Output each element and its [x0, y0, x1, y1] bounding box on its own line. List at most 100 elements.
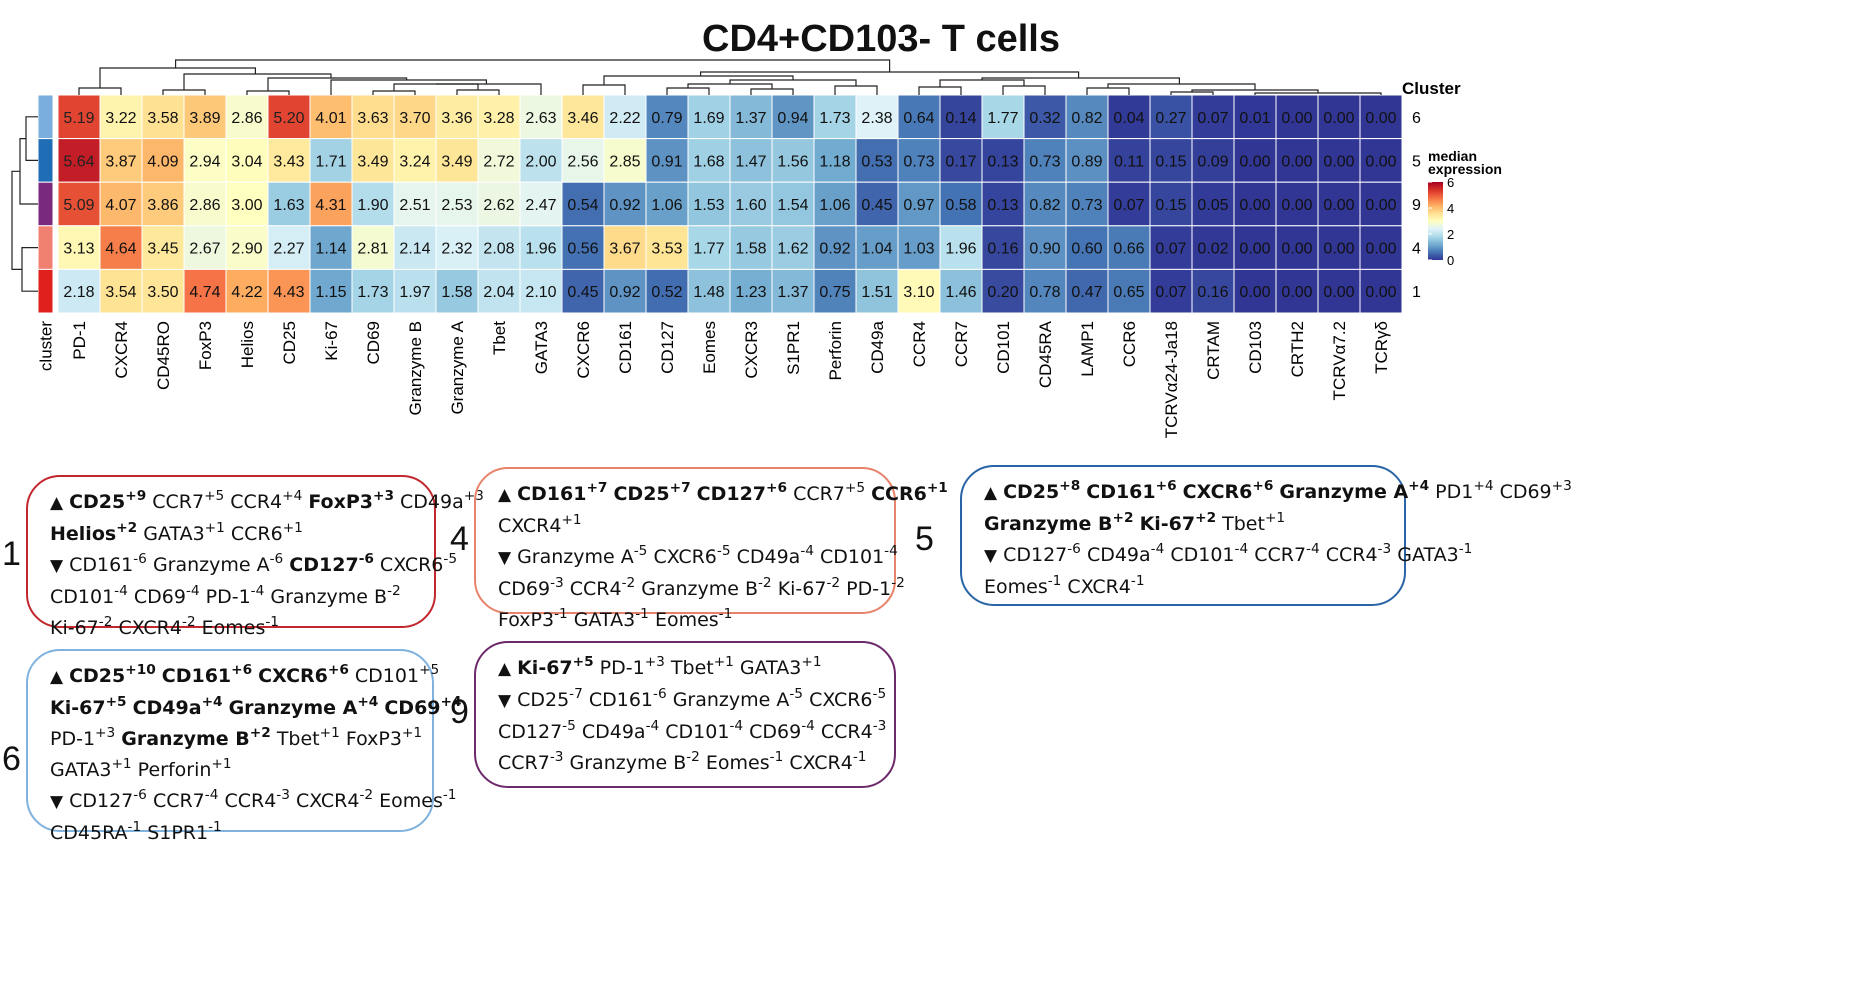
marker-score: +4 — [1473, 477, 1494, 494]
cluster-summary-box-6: ▲ CD25+10 CD161+6 CXCR6+6 CD101+5 Ki-67+5… — [26, 649, 461, 844]
cell-value: 1.47 — [735, 153, 766, 170]
marker-name: Eomes — [984, 576, 1048, 598]
cell-value: 2.14 — [399, 241, 430, 258]
heatmap-cell — [1275, 138, 1319, 183]
marker-score: -3 — [872, 717, 887, 734]
marker-score: -6 — [1067, 540, 1081, 557]
marker-name: Tbet — [670, 657, 714, 679]
marker-name: CCR7 — [498, 752, 550, 774]
marker-name: CD69 — [1499, 481, 1552, 503]
cell-value: 0.97 — [903, 197, 934, 214]
marker-score: +1 — [282, 519, 303, 536]
heatmap-cell — [1317, 138, 1361, 183]
marker-score: +1 — [319, 724, 340, 741]
heatmap-cell — [1275, 268, 1319, 314]
cell-value: 0.04 — [1113, 110, 1144, 127]
marker-name: CCR4 — [820, 721, 873, 743]
up-arrow-icon: ▲ — [50, 493, 64, 513]
marker-change: CCR4-3 — [820, 717, 887, 743]
column-label: Helios — [238, 321, 257, 368]
marker-score: -6 — [133, 786, 147, 803]
column-label: CXCR4 — [112, 321, 131, 379]
heatmap-cell — [393, 268, 437, 314]
cell-value: 0.82 — [1071, 110, 1102, 127]
marker-change: Ki-67+5 — [50, 695, 127, 719]
heatmap-cell — [771, 181, 815, 227]
cell-value: 1.46 — [945, 284, 976, 301]
column-label: TCRVα7.2 — [1330, 321, 1349, 400]
cell-value: 0.15 — [1155, 197, 1186, 214]
cell-value: 3.67 — [609, 241, 640, 258]
cell-value: 0.58 — [945, 197, 976, 214]
marker-score: -4 — [1306, 540, 1320, 557]
marker-change: Granzyme A+4 — [229, 695, 379, 719]
marker-name: CD161 — [161, 665, 232, 687]
marker-change: Granzyme A+4 — [1279, 479, 1429, 503]
cell-value: 1.62 — [777, 241, 808, 258]
marker-name: CD69 — [749, 721, 802, 743]
marker-name: CCR4 — [1325, 544, 1378, 566]
legend-tick-label: 4 — [1447, 201, 1454, 216]
heatmap-cell — [225, 268, 269, 314]
marker-name: Tbet — [1222, 513, 1265, 535]
marker-change: Granzyme A-5 — [517, 544, 647, 568]
marker-change: CCR6+1 — [231, 519, 303, 545]
column-label: FoxP3 — [196, 321, 215, 370]
cell-value: 2.51 — [399, 197, 430, 214]
cell-value: 0.00 — [1239, 241, 1270, 258]
heatmap-cell — [939, 94, 983, 140]
cell-value: 2.47 — [525, 197, 556, 214]
down-arrow-icon: ▼ — [498, 548, 512, 568]
cell-value: 1.06 — [819, 197, 850, 214]
cell-value: 4.22 — [231, 284, 262, 301]
marker-name: CXCR6 — [1182, 481, 1253, 503]
summary-line: ▼ CD127-6 CD49a-4 CD101-4 CCR7-4 CCR4-3 G… — [984, 540, 1472, 572]
marker-name: Granzyme A — [517, 546, 634, 568]
heatmap-cell — [1359, 268, 1403, 314]
cell-value: 0.05 — [1197, 197, 1228, 214]
summary-cluster-number: 1 — [2, 535, 21, 573]
column-dendrogram — [918, 86, 962, 95]
heatmap-cell — [1359, 94, 1403, 140]
heatmap-cell — [1317, 225, 1361, 270]
summary-cluster-number: 4 — [450, 520, 469, 558]
marker-change: PD-1-4 — [206, 582, 265, 608]
cell-value: 3.49 — [357, 153, 388, 170]
marker-change: CD25-7 — [517, 687, 583, 711]
summary-line: ▼ CD25-7 CD161-6 Granzyme A-5 CXCR6-5 — [498, 685, 886, 717]
marker-name: Granzyme A — [1279, 481, 1409, 503]
column-label: GATA3 — [532, 321, 551, 374]
marker-name: CD101 — [665, 721, 730, 743]
marker-name: CD25 — [613, 483, 670, 505]
cell-value: 0.00 — [1281, 284, 1312, 301]
marker-change: CXCR4+1 — [498, 513, 582, 537]
marker-name: CD127 — [696, 483, 767, 505]
heatmap-cell — [1023, 138, 1067, 183]
summary-line: FoxP3-1 GATA3-1 Eomes-1 — [498, 605, 874, 636]
cell-value: 0.60 — [1071, 241, 1102, 258]
marker-score: -2 — [387, 582, 401, 599]
marker-change: CXCR4-1 — [1067, 572, 1145, 598]
marker-change: CCR4+4 — [230, 489, 302, 513]
heatmap-cell — [1107, 181, 1151, 227]
marker-score: +2 — [1112, 509, 1134, 526]
marker-score: +6 — [1252, 477, 1274, 494]
marker-change: Eomes-1 — [706, 750, 783, 774]
marker-score: +1 — [713, 653, 734, 670]
cell-value: 0.15 — [1155, 153, 1186, 170]
cell-value: 2.08 — [483, 241, 514, 258]
marker-score: -4 — [250, 582, 265, 599]
heatmap-cell — [981, 268, 1025, 314]
column-label: CD127 — [658, 321, 677, 374]
cell-value: 1.15 — [315, 284, 346, 301]
marker-score: -1 — [1130, 572, 1145, 589]
heatmap-cell — [687, 268, 731, 314]
marker-name: CD127 — [1003, 544, 1068, 566]
heatmap-cell — [1149, 225, 1193, 270]
cell-value: 0.11 — [1114, 153, 1144, 170]
heatmap-cell — [1107, 225, 1151, 270]
summary-line: ▼ CD127-6 CCR7-4 CCR4-3 CXCR4-2 Eomes-1 — [50, 786, 457, 818]
cell-value: 0.92 — [819, 241, 850, 258]
marker-change: CCR6+1 — [871, 481, 948, 505]
marker-score: -5 — [443, 550, 458, 567]
